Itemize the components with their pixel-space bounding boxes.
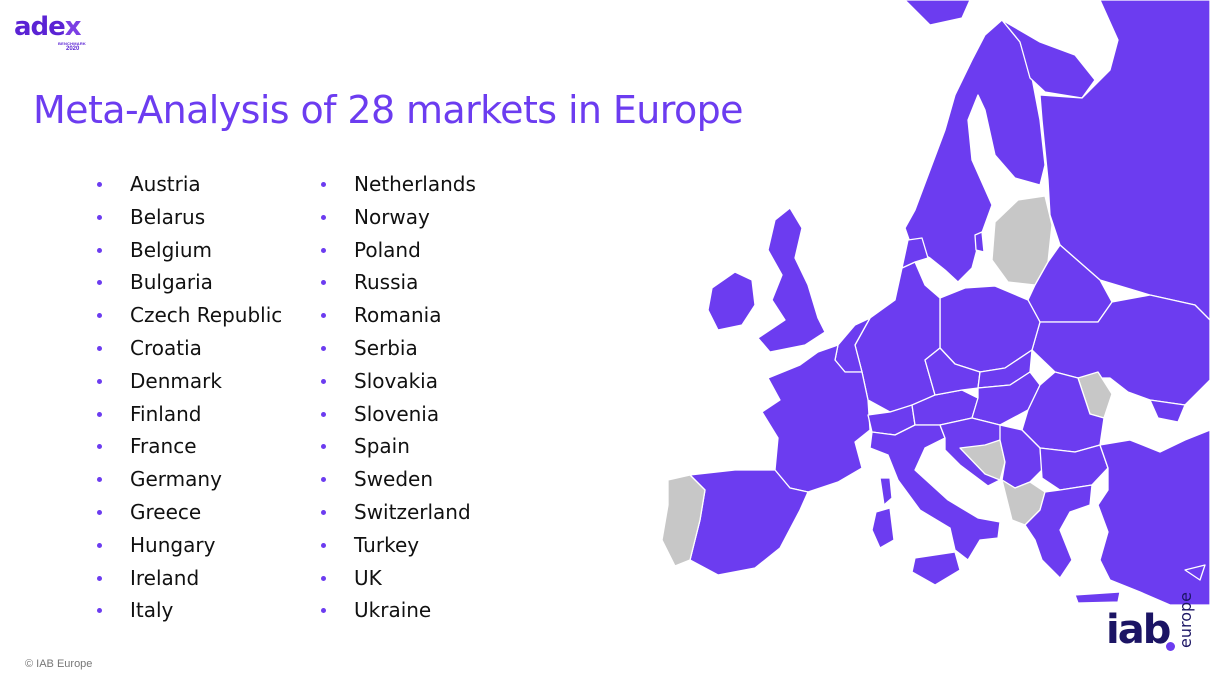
adex-wordmark-x: x bbox=[64, 12, 82, 42]
market-item: Ireland bbox=[96, 564, 282, 597]
northern-island-shape bbox=[904, 0, 971, 26]
market-list-left: Austria Belarus Belgium Bulgaria Czech R… bbox=[96, 170, 282, 629]
greece-shape bbox=[1024, 484, 1093, 579]
sardinia-shape bbox=[871, 507, 895, 549]
slide-title: Meta-Analysis of 28 markets in Europe bbox=[33, 88, 744, 132]
europe-map bbox=[661, 0, 1210, 605]
adex-logo-subtitle: BENCHMARK bbox=[58, 41, 87, 46]
market-list-right: Netherlands Norway Poland Russia Romania… bbox=[320, 170, 476, 629]
ireland-shape bbox=[707, 271, 756, 331]
gotland-shape bbox=[974, 231, 985, 253]
adex-wordmark: adex bbox=[14, 12, 82, 42]
market-item: Denmark bbox=[96, 367, 282, 400]
turkey-shape bbox=[1097, 429, 1210, 605]
market-item: Slovenia bbox=[320, 400, 476, 433]
market-item: Belarus bbox=[96, 203, 282, 236]
denmark-shape bbox=[901, 237, 929, 269]
market-item: Russia bbox=[320, 268, 476, 301]
market-item: Ukraine bbox=[320, 596, 476, 629]
market-item: Romania bbox=[320, 301, 476, 334]
germany-shape bbox=[854, 261, 941, 413]
iab-europe-logo: iab europe bbox=[1106, 592, 1196, 662]
market-item: Poland bbox=[320, 236, 476, 269]
sicily-shape bbox=[911, 551, 961, 586]
bulgaria-shape bbox=[1039, 444, 1109, 491]
france-shape bbox=[761, 344, 871, 493]
market-item: Netherlands bbox=[320, 170, 476, 203]
cyprus-shape bbox=[1184, 564, 1206, 581]
market-item: Switzerland bbox=[320, 498, 476, 531]
portugal-shape bbox=[661, 474, 706, 567]
market-item: Germany bbox=[96, 465, 282, 498]
market-item: Hungary bbox=[96, 531, 282, 564]
market-item: UK bbox=[320, 564, 476, 597]
market-item: Serbia bbox=[320, 334, 476, 367]
market-item: Spain bbox=[320, 432, 476, 465]
crimea-shape bbox=[1149, 399, 1186, 423]
market-item: France bbox=[96, 432, 282, 465]
market-item: Croatia bbox=[96, 334, 282, 367]
market-item: Norway bbox=[320, 203, 476, 236]
corsica-shape bbox=[879, 477, 893, 506]
adex-logo-year: 2020 bbox=[66, 46, 80, 52]
copyright-footer: © IAB Europe bbox=[25, 658, 93, 670]
market-item: Austria bbox=[96, 170, 282, 203]
iab-wordmark: iab bbox=[1106, 607, 1171, 653]
market-item: Italy bbox=[96, 596, 282, 629]
market-item: Czech Republic bbox=[96, 301, 282, 334]
market-item: Sweden bbox=[320, 465, 476, 498]
adex-logo: adex BENCHMARK 2020 bbox=[14, 14, 88, 56]
adex-wordmark-a: ade bbox=[14, 12, 66, 42]
market-item: Turkey bbox=[320, 531, 476, 564]
crete-shape bbox=[1074, 591, 1121, 604]
iab-dot bbox=[1166, 642, 1175, 651]
market-item: Finland bbox=[96, 400, 282, 433]
iab-europe-label: europe bbox=[1176, 592, 1195, 648]
market-item: Greece bbox=[96, 498, 282, 531]
market-item: Bulgaria bbox=[96, 268, 282, 301]
market-item: Belgium bbox=[96, 236, 282, 269]
market-item: Slovakia bbox=[320, 367, 476, 400]
uk-shape bbox=[757, 207, 826, 353]
